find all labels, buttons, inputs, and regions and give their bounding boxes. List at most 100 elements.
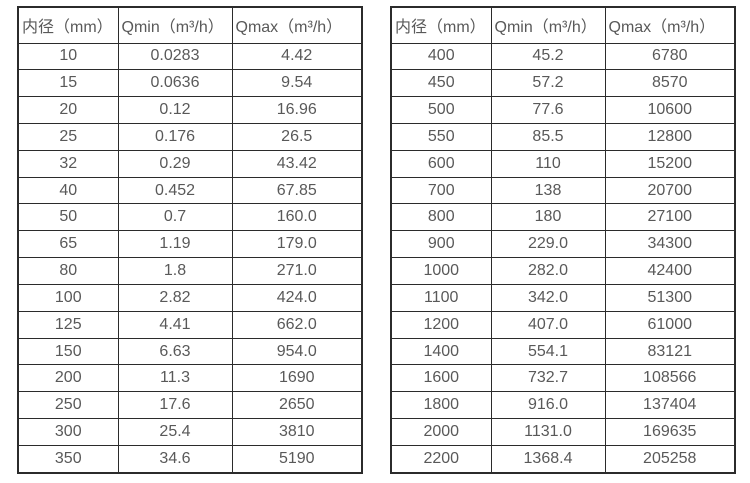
table-cell: 554.1 <box>490 337 606 366</box>
table-cell: 108566 <box>604 364 736 393</box>
table-cell: 57.2 <box>490 69 606 98</box>
table-row: 400 45.2 6780 <box>390 42 736 71</box>
header-cell: Qmin（m³/h） <box>490 6 606 44</box>
table-cell: 1368.4 <box>490 444 606 474</box>
table-cell: 16.96 <box>231 96 363 124</box>
table-cell: 12800 <box>604 122 736 151</box>
header-cell: Qmax（m³/h） <box>604 6 736 44</box>
table-cell: 229.0 <box>490 230 606 259</box>
table-cell: 1600 <box>390 364 492 393</box>
table-cell: 450 <box>390 69 492 98</box>
table-cell: 50 <box>17 203 119 232</box>
table-row: 100 2.82 424.0 <box>17 283 363 312</box>
table-cell: 15200 <box>604 149 736 178</box>
table-row: 80 1.8 271.0 <box>17 257 363 285</box>
table-cell: 61000 <box>604 310 736 339</box>
table-cell: 20700 <box>604 176 736 205</box>
table-cell: 250 <box>17 391 119 420</box>
table-row: 550 85.5 12800 <box>390 122 736 151</box>
table-cell: 34.6 <box>117 444 233 474</box>
table-cell: 138 <box>490 176 606 205</box>
table-cell: 500 <box>390 96 492 124</box>
table-cell: 42400 <box>604 257 736 285</box>
table-cell: 45.2 <box>490 42 606 71</box>
table-cell: 1.19 <box>117 230 233 259</box>
table-cell: 400 <box>390 42 492 71</box>
table-cell: 1690 <box>231 364 363 393</box>
table-row: 65 1.19 179.0 <box>17 230 363 259</box>
header-cell: Qmax（m³/h） <box>231 6 363 44</box>
table-row: 1000 282.0 42400 <box>390 257 736 285</box>
table-cell: 160.0 <box>231 203 363 232</box>
table-cell: 1.8 <box>117 257 233 285</box>
table-cell: 9.54 <box>231 69 363 98</box>
table-cell: 700 <box>390 176 492 205</box>
table-cell: 3810 <box>231 418 363 446</box>
table-cell: 0.0636 <box>117 69 233 98</box>
table-row: 2200 1368.4 205258 <box>390 444 736 474</box>
table-row: 150 6.63 954.0 <box>17 337 363 366</box>
table-cell: 0.452 <box>117 176 233 205</box>
table-cell: 179.0 <box>231 230 363 259</box>
table-cell: 342.0 <box>490 283 606 312</box>
table-cell: 34300 <box>604 230 736 259</box>
table-row: 2000 1131.0 169635 <box>390 418 736 446</box>
table-row: 1100 342.0 51300 <box>390 283 736 312</box>
flow-range-table-small-diameters: 内径（mm） Qmin（m³/h） Qmax（m³/h） 10 0.0283 4.42 15… <box>17 6 363 474</box>
table-row: 32 0.29 43.42 <box>17 149 363 178</box>
table-cell: 800 <box>390 203 492 232</box>
table-cell: 954.0 <box>231 337 363 366</box>
table-row: 450 57.2 8570 <box>390 69 736 98</box>
table-row: 250 17.6 2650 <box>17 391 363 420</box>
header-cell: 内径（mm） <box>17 6 119 44</box>
table-cell: 0.176 <box>117 122 233 151</box>
table-cell: 100 <box>17 283 119 312</box>
flow-range-table-large-diameters: 内径（mm） Qmin（m³/h） Qmax（m³/h） 400 45.2 6780 450… <box>390 6 736 474</box>
table-cell: 8570 <box>604 69 736 98</box>
table-cell: 10 <box>17 42 119 71</box>
table-cell: 2000 <box>390 418 492 446</box>
table-row: 600 110 15200 <box>390 149 736 178</box>
table-cell: 25 <box>17 122 119 151</box>
table-cell: 77.6 <box>490 96 606 124</box>
table-row: 50 0.7 160.0 <box>17 203 363 232</box>
table-cell: 2650 <box>231 391 363 420</box>
table-cell: 1000 <box>390 257 492 285</box>
table-cell: 51300 <box>604 283 736 312</box>
table-cell: 150 <box>17 337 119 366</box>
table-cell: 900 <box>390 230 492 259</box>
table-cell: 25.4 <box>117 418 233 446</box>
table-cell: 0.0283 <box>117 42 233 71</box>
table-row: 40 0.452 67.85 <box>17 176 363 205</box>
table-cell: 11.3 <box>117 364 233 393</box>
table-row: 1800 916.0 137404 <box>390 391 736 420</box>
table-cell: 916.0 <box>490 391 606 420</box>
table-cell: 550 <box>390 122 492 151</box>
table-cell: 85.5 <box>490 122 606 151</box>
table-row: 700 138 20700 <box>390 176 736 205</box>
table-row: 20 0.12 16.96 <box>17 96 363 124</box>
table-cell: 32 <box>17 149 119 178</box>
table-cell: 15 <box>17 69 119 98</box>
table-cell: 4.42 <box>231 42 363 71</box>
table-cell: 282.0 <box>490 257 606 285</box>
table-cell: 5190 <box>231 444 363 474</box>
table-cell: 600 <box>390 149 492 178</box>
table-cell: 1100 <box>390 283 492 312</box>
table-cell: 65 <box>17 230 119 259</box>
table-cell: 10600 <box>604 96 736 124</box>
table-row: 125 4.41 662.0 <box>17 310 363 339</box>
table-cell: 1200 <box>390 310 492 339</box>
table-row: 350 34.6 5190 <box>17 444 363 474</box>
table-cell: 6.63 <box>117 337 233 366</box>
table-cell: 20 <box>17 96 119 124</box>
table-cell: 407.0 <box>490 310 606 339</box>
table-cell: 662.0 <box>231 310 363 339</box>
table-cell: 43.42 <box>231 149 363 178</box>
table-cell: 205258 <box>604 444 736 474</box>
table-cell: 0.12 <box>117 96 233 124</box>
table-cell: 732.7 <box>490 364 606 393</box>
table-row: 300 25.4 3810 <box>17 418 363 446</box>
table-cell: 26.5 <box>231 122 363 151</box>
table-row: 200 11.3 1690 <box>17 364 363 393</box>
